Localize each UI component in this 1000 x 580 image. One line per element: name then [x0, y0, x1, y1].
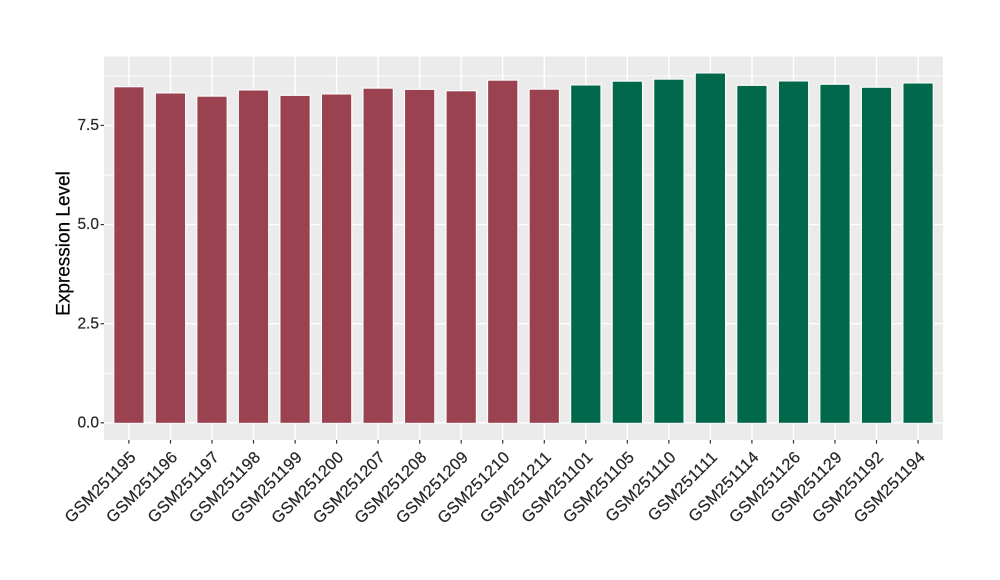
svg-text:7.5: 7.5	[77, 117, 99, 134]
svg-text:GSM251195: GSM251195	[61, 448, 139, 526]
svg-text:Expression Level: Expression Level	[54, 171, 75, 316]
svg-text:5.0: 5.0	[77, 216, 99, 233]
svg-text:2.5: 2.5	[77, 315, 99, 332]
svg-text:0.0: 0.0	[77, 415, 99, 432]
